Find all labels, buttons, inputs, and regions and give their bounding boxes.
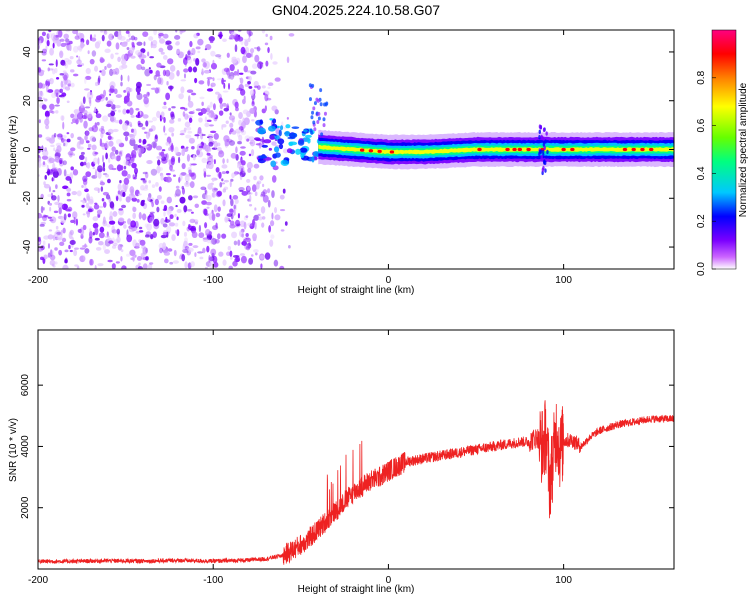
snr-frame <box>37 329 675 570</box>
spectrogram-y-label: Frequency (Hz) <box>8 116 19 185</box>
colorbar-tick-label: 0.4 <box>696 166 707 180</box>
chart-title: GN04.2025.224.10.58.G07 <box>272 2 440 18</box>
snr-y-tick-label: 2000 <box>20 496 31 519</box>
spectrogram-heatmap <box>38 30 674 269</box>
snr-y-axis: 2000 4000 6000 <box>20 374 674 519</box>
spectrogram-x-tick-label: 0 <box>386 275 392 286</box>
colorbar-ticks: 0.0 0.2 0.4 0.6 0.8 <box>696 70 716 276</box>
spectrogram-x-tick-label: -200 <box>28 275 48 286</box>
snr-y-label: SNR (10 * v/v) <box>8 418 19 482</box>
spectrogram-y-axis: -40 -20 0 20 40 <box>22 46 674 254</box>
snr-x-tick-label: 0 <box>386 575 392 586</box>
colorbar-tick-label: 0.0 <box>696 262 707 276</box>
spectrogram-y-tick-label: 40 <box>22 46 33 58</box>
colorbar-gradient <box>711 29 737 270</box>
colorbar-tick-label: 0.2 <box>696 214 707 228</box>
snr-x-axis: -200 -100 0 100 <box>28 330 572 586</box>
snr-y-tick-label: 4000 <box>20 435 31 458</box>
colorbar-tick-label: 0.8 <box>696 70 707 84</box>
colorbar-tick-label: 0.6 <box>696 118 707 132</box>
spectrogram-x-tick-label: 100 <box>555 275 572 286</box>
snr-panel: -200 -100 0 100 2000 4000 6000 Height of stra… <box>8 329 675 595</box>
spectrogram-y-tick-label: -40 <box>22 239 33 254</box>
snr-x-tick-label: 100 <box>555 575 572 586</box>
snr-y-tick-label: 6000 <box>20 374 31 397</box>
snr-series-line <box>38 400 674 565</box>
spectrogram-y-tick-label: 0 <box>22 146 33 152</box>
snr-x-tick-label: -200 <box>28 575 48 586</box>
snr-x-label: Height of straight line (km) <box>298 584 415 595</box>
spectrogram-x-label: Height of straight line (km) <box>298 285 415 296</box>
colorbar: 0.0 0.2 0.4 0.6 0.8 Normalized spectral ampl… <box>696 29 749 276</box>
colorbar-label: Normalized spectral amplitude <box>738 82 749 217</box>
spectrogram-y-tick-label: -20 <box>22 191 33 206</box>
spectrogram-y-tick-label: 20 <box>22 95 33 107</box>
spectrogram-x-axis: -200 -100 0 100 <box>28 30 572 286</box>
spectrogram-x-tick-label: -100 <box>203 275 223 286</box>
snr-x-tick-label: -100 <box>203 575 223 586</box>
